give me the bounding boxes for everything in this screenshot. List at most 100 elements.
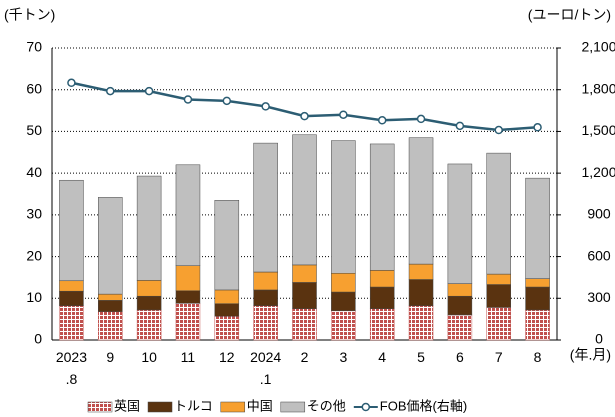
legend-label: 中国 <box>247 398 273 413</box>
bar-segment <box>292 282 317 309</box>
bar-segment <box>214 289 240 304</box>
y-tick-label: 20 <box>26 247 42 263</box>
line-marker <box>416 114 426 124</box>
x-tick-label: 10 <box>141 349 157 365</box>
bar-segment <box>447 163 473 284</box>
bar-segment <box>447 283 473 297</box>
bar-segment <box>369 270 395 288</box>
bar-segment <box>175 290 201 304</box>
legend-swatch <box>280 401 306 413</box>
legend-label: トルコ <box>174 398 213 413</box>
y-axis-label: (千トン) <box>4 7 55 23</box>
line-marker <box>300 111 309 121</box>
bar-segment <box>486 152 511 275</box>
bar-segment <box>214 315 240 341</box>
y2-tick-label: 0 <box>595 331 603 347</box>
bar-segment <box>59 305 84 341</box>
bar-segment <box>369 286 395 309</box>
bar-segment <box>486 284 511 308</box>
x-tick-label: 8 <box>533 349 542 365</box>
x-tick-label: 12 <box>219 349 235 365</box>
y2-tick-label: 300 <box>587 289 611 305</box>
x-tick-label: 3 <box>339 349 348 365</box>
bar-segment <box>59 290 84 307</box>
bar-segment <box>447 314 473 341</box>
line-marker <box>106 86 115 96</box>
bar-segment <box>253 271 278 291</box>
bar-segment <box>98 311 123 341</box>
x-tick-label: 6 <box>455 349 464 365</box>
bar-segment <box>408 137 434 265</box>
bar-segment <box>136 295 162 311</box>
line-marker <box>67 78 76 88</box>
x-tick-label: 2 <box>300 349 309 365</box>
line-marker <box>494 125 503 135</box>
line-marker <box>222 96 232 106</box>
x-tick-label: 2023 .8 <box>55 349 87 387</box>
bar-segment <box>292 264 317 283</box>
line-marker <box>377 116 387 125</box>
bar-segment <box>369 143 395 271</box>
y2-tick-label: 2,100 <box>581 39 615 55</box>
y2-tick-label: 1,800 <box>581 80 615 96</box>
bar-segment <box>292 134 317 266</box>
y-tick-label: 60 <box>26 80 42 96</box>
bar-segment <box>369 308 395 341</box>
bar-segment <box>253 142 278 273</box>
bar-segment <box>214 200 240 291</box>
bar-segment <box>331 140 356 274</box>
bar-segment <box>525 278 550 288</box>
x-tick-label: 11 <box>180 349 196 365</box>
y-tick-label: 10 <box>26 289 42 305</box>
bar-segment <box>175 265 201 292</box>
legend-swatch <box>220 401 246 413</box>
bar-segment <box>59 280 84 292</box>
y-tick-label: 30 <box>26 206 42 222</box>
bar-segment <box>408 279 434 307</box>
y-tick-label: 70 <box>26 39 42 55</box>
bar-segment <box>486 307 511 341</box>
bar-segment <box>331 273 356 293</box>
bar-segment <box>292 308 317 341</box>
bar-segment <box>175 303 201 341</box>
line-marker <box>533 123 542 132</box>
bar-segment <box>136 309 162 341</box>
bar-segment <box>98 300 123 312</box>
line-marker <box>261 102 270 111</box>
legend-swatch <box>87 401 113 413</box>
y-tick-label: 0 <box>34 331 42 347</box>
bar-segment <box>136 280 162 297</box>
bar-segment <box>408 263 434 280</box>
x-tick-label: 7 <box>494 349 503 365</box>
bar-segment <box>214 303 240 317</box>
bar-segment <box>408 305 434 341</box>
bar-segment <box>59 179 84 282</box>
bar-segment <box>447 295 473 316</box>
x-axis-label: (年.月) <box>570 347 611 363</box>
bar-segment <box>98 293 123 301</box>
bar-segment <box>253 289 278 307</box>
y2-axis-label: (ユーロ/トン) <box>528 7 611 23</box>
legend-swatch <box>361 402 371 412</box>
bar-segment <box>98 197 123 295</box>
y-tick-label: 50 <box>26 122 42 138</box>
y2-tick-label: 900 <box>587 206 611 222</box>
legend-label: FOB価格(右軸) <box>380 398 467 413</box>
x-tick-label: 9 <box>106 349 115 365</box>
line-marker <box>183 95 193 104</box>
bar-segment <box>175 164 201 266</box>
line-marker <box>455 121 465 131</box>
bar-segment <box>525 177 550 279</box>
x-tick-label: 2024 .1 <box>250 349 282 387</box>
legend-label: その他 <box>307 398 346 413</box>
bar-segment <box>525 309 550 341</box>
y-tick-label: 40 <box>26 164 42 180</box>
y2-tick-label: 1,500 <box>581 122 615 138</box>
bar-segment <box>486 273 511 285</box>
y2-tick-label: 600 <box>587 247 611 263</box>
bar-segment <box>525 286 550 311</box>
bar-segment <box>253 305 278 341</box>
x-tick-label: 5 <box>417 349 425 365</box>
